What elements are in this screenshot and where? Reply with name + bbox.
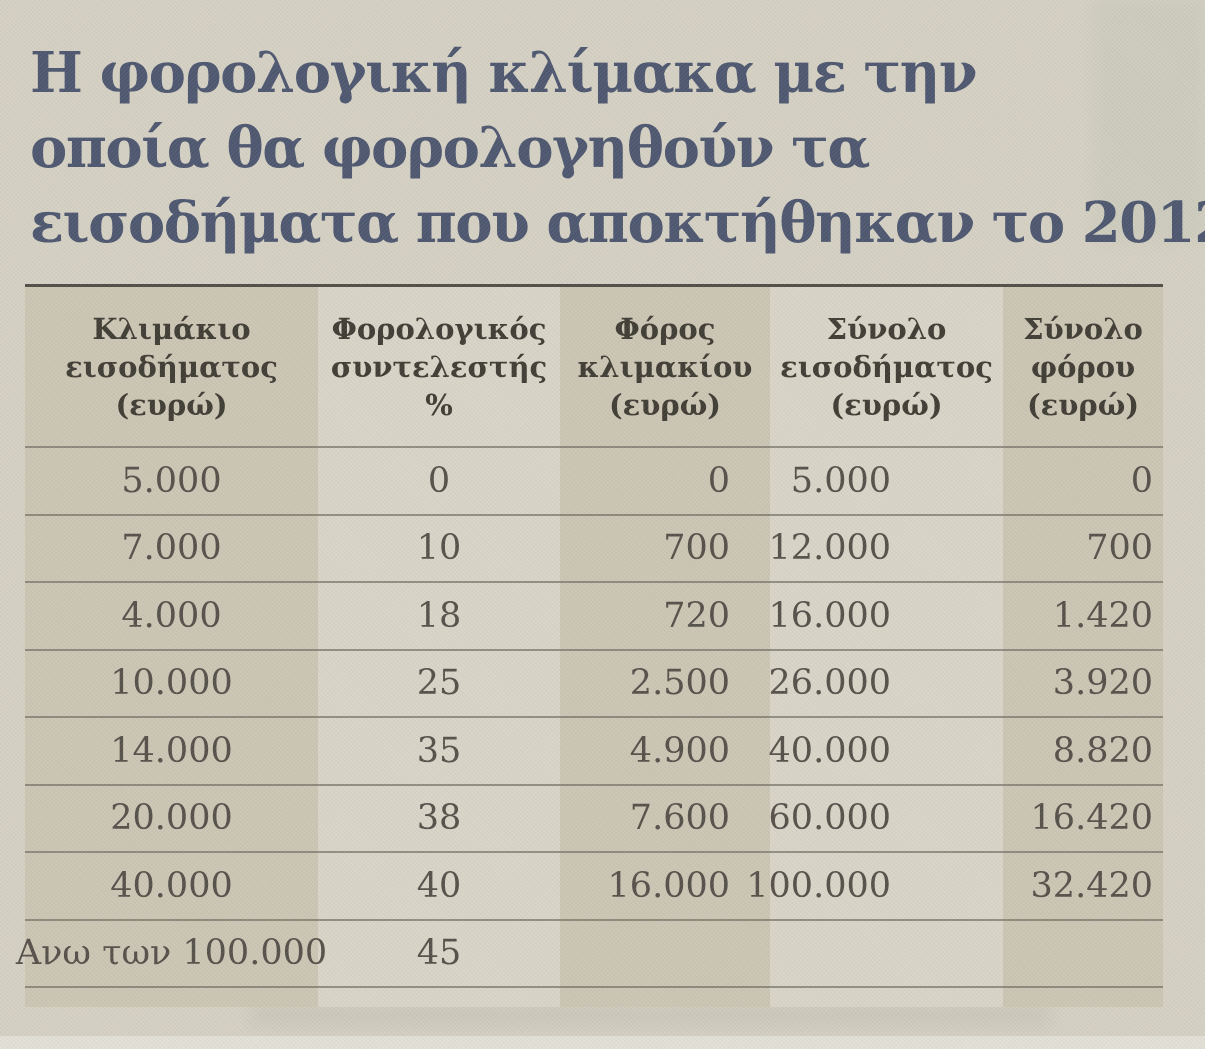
cell-total-income: 60.000 xyxy=(768,798,891,839)
cell-total-tax: 32.420 xyxy=(1030,865,1153,906)
cell-tax-rate: 0 xyxy=(427,460,451,501)
cell-tax-rate: 35 xyxy=(416,730,462,771)
cell-bracket-tax: 0 xyxy=(707,460,730,501)
table-row: 5.000 0 0 5.000 0 xyxy=(25,448,1163,516)
cell-total-tax: 0 xyxy=(1130,460,1153,501)
cell-tax-rate: 40 xyxy=(416,865,462,906)
column-header-total-tax: Σύνολο φόρου (ευρώ) xyxy=(1023,311,1143,422)
table-row: 20.000 38 7.600 60.000 16.420 xyxy=(25,786,1163,853)
cell-total-income: 16.000 xyxy=(768,595,891,636)
cell-income-bracket: 14.000 xyxy=(110,730,233,771)
tax-scale-table: Κλιμάκιο εισοδήματος (ευρώ) Φορολογικός … xyxy=(15,284,1163,1008)
cell-bracket-tax: 7.600 xyxy=(629,798,730,839)
headline-line-3: εισοδήματα που αποκτήθηκαν το 2012 xyxy=(30,190,1205,256)
table-row: 7.000 10 700 12.000 700 xyxy=(25,516,1163,583)
cell-bracket-tax xyxy=(560,921,770,987)
cell-income-bracket: 20.000 xyxy=(110,798,233,839)
column-band xyxy=(560,287,770,1007)
table-header-row: Κλιμάκιο εισοδήματος (ευρώ) Φορολογικός … xyxy=(25,287,1163,448)
table-row: 14.000 35 4.900 40.000 8.820 xyxy=(25,718,1163,786)
cell-total-income: 5.000 xyxy=(790,460,891,501)
cell-total-tax xyxy=(1003,921,1163,987)
cell-tax-rate: 18 xyxy=(416,595,462,636)
cell-bracket-tax: 700 xyxy=(663,528,730,569)
table-row: 4.000 18 720 16.000 1.420 xyxy=(25,583,1163,651)
table-footer-strip xyxy=(25,988,1163,1008)
cell-income-bracket: 5.000 xyxy=(121,460,222,501)
column-band xyxy=(770,287,1003,1007)
column-header-total-income: Σύνολο εισοδήματος (ευρώ) xyxy=(780,311,993,422)
cell-total-income: 12.000 xyxy=(768,528,891,569)
cell-bracket-tax: 720 xyxy=(663,595,730,636)
column-shading-bands xyxy=(25,287,1163,1007)
cell-tax-rate: 25 xyxy=(416,663,462,704)
cell-total-income: 100.000 xyxy=(746,865,891,906)
cell-income-bracket: Ανω των 100.000 xyxy=(15,933,328,974)
cell-income-bracket: 40.000 xyxy=(110,865,233,906)
column-header-tax-rate: Φορολογικός συντελεστής % xyxy=(330,311,548,422)
cell-income-bracket: 10.000 xyxy=(110,663,233,704)
cell-total-income: 40.000 xyxy=(768,730,891,771)
table-grid: Κλιμάκιο εισοδήματος (ευρώ) Φορολογικός … xyxy=(15,287,1163,1008)
column-band xyxy=(25,287,318,1007)
headline-line-2: οποία θα φορολογηθούν τα xyxy=(30,115,870,181)
table-row: 40.000 40 16.000 100.000 32.420 xyxy=(25,853,1163,921)
cell-tax-rate: 38 xyxy=(416,798,462,839)
cell-income-bracket: 4.000 xyxy=(121,595,222,636)
cell-total-tax: 3.920 xyxy=(1052,663,1153,704)
cell-tax-rate: 45 xyxy=(416,933,462,974)
cell-income-bracket: 7.000 xyxy=(121,528,222,569)
column-header-bracket-tax: Φόρος κλιμακίου (ευρώ) xyxy=(577,311,753,422)
table-top-rule xyxy=(25,284,1163,287)
cell-total-tax: 8.820 xyxy=(1052,730,1153,771)
column-header-income-bracket: Κλιμάκιο εισοδήματος (ευρώ) xyxy=(65,311,278,422)
cell-bracket-tax: 16.000 xyxy=(607,865,730,906)
cell-total-income xyxy=(770,921,1003,987)
cell-total-income: 26.000 xyxy=(768,663,891,704)
cell-bracket-tax: 2.500 xyxy=(629,663,730,704)
article-headline: Η φορολογική κλίμακα με την οποία θα φορ… xyxy=(30,36,1205,261)
table-row: Ανω των 100.000 45 xyxy=(15,921,1163,988)
cell-total-tax: 700 xyxy=(1086,528,1153,569)
cell-total-tax: 16.420 xyxy=(1030,798,1153,839)
cell-total-tax: 1.420 xyxy=(1052,595,1153,636)
cell-bracket-tax: 4.900 xyxy=(629,730,730,771)
cell-tax-rate: 10 xyxy=(416,528,462,569)
column-band xyxy=(318,287,560,1007)
headline-line-1: Η φορολογική κλίμακα με την xyxy=(30,40,978,106)
table-row: 10.000 25 2.500 26.000 3.920 xyxy=(25,651,1163,718)
column-band xyxy=(1003,287,1163,1007)
page-edge-strip xyxy=(0,1036,1205,1049)
